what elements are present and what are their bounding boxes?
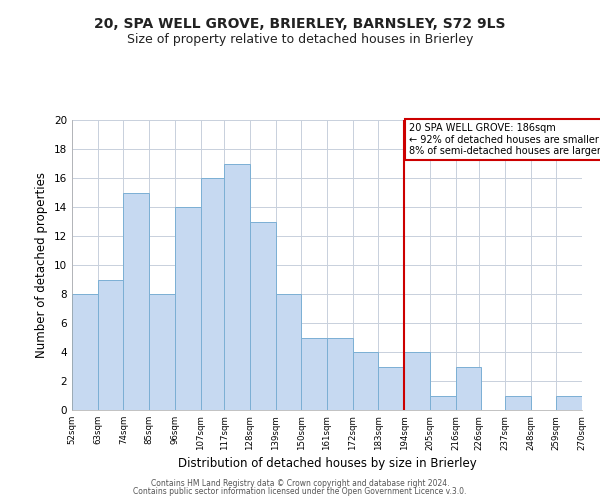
Y-axis label: Number of detached properties: Number of detached properties [35,172,49,358]
Bar [124,192,149,410]
Bar [379,366,404,410]
Text: 20 SPA WELL GROVE: 186sqm
← 92% of detached houses are smaller (122)
8% of semi-: 20 SPA WELL GROVE: 186sqm ← 92% of detac… [409,123,600,156]
Text: Contains public sector information licensed under the Open Government Licence v.: Contains public sector information licen… [133,487,467,496]
Text: Size of property relative to detached houses in Brierley: Size of property relative to detached ho… [127,32,473,46]
Bar [275,294,301,410]
Bar [301,338,327,410]
Bar [98,280,124,410]
Bar [149,294,175,410]
Bar [404,352,430,410]
Bar [327,338,353,410]
Bar [175,207,200,410]
Bar [72,294,98,410]
Bar [250,222,275,410]
Bar [556,396,582,410]
Bar [455,366,481,410]
Text: Contains HM Land Registry data © Crown copyright and database right 2024.: Contains HM Land Registry data © Crown c… [151,478,449,488]
Text: 20, SPA WELL GROVE, BRIERLEY, BARNSLEY, S72 9LS: 20, SPA WELL GROVE, BRIERLEY, BARNSLEY, … [94,18,506,32]
Bar [505,396,530,410]
Bar [353,352,379,410]
X-axis label: Distribution of detached houses by size in Brierley: Distribution of detached houses by size … [178,456,476,469]
Bar [430,396,455,410]
Bar [200,178,226,410]
Bar [224,164,250,410]
